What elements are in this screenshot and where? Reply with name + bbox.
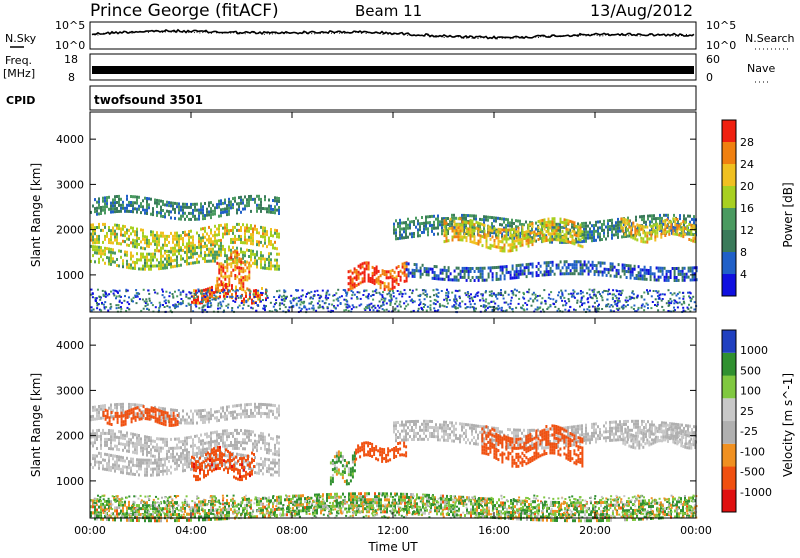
x-tick-label: 04:00	[175, 524, 207, 537]
colorbar-swatch	[722, 164, 736, 186]
x-tick-label: 12:00	[377, 524, 409, 537]
colorbar-swatch	[722, 230, 736, 252]
colorbar-swatch	[722, 208, 736, 230]
noise-left-tick-top: 10^5	[55, 19, 85, 32]
colorbar-swatch	[722, 467, 736, 490]
colorbar-tick-label: 8	[740, 246, 747, 259]
x-tick-label: 00:00	[680, 524, 712, 537]
power-ylabel: Slant Range [km]	[29, 163, 43, 267]
freq-label-line1: Freq.	[5, 54, 32, 67]
noise-search-line	[92, 31, 694, 39]
colorbar-swatch	[722, 274, 736, 296]
colorbar-tick-label: 12	[740, 224, 754, 237]
colorbar-tick-label: 16	[740, 202, 754, 215]
colorbar-swatch	[722, 186, 736, 208]
x-tick-label: 00:00	[74, 524, 106, 537]
y-tick-label: 1000	[56, 475, 84, 488]
noise-left-label: N.Sky	[5, 32, 37, 45]
x-tick-label: 08:00	[276, 524, 308, 537]
velocity-colorbar-label: Velocity [m s^-1]	[781, 373, 795, 477]
x-tick-label: 16:00	[478, 524, 510, 537]
y-tick-label: 1000	[56, 269, 84, 282]
y-tick-label: 2000	[56, 430, 84, 443]
colorbar-tick-label: -1000	[740, 486, 772, 499]
velocity-heatmap-panel: 1000 2000 3000 4000 00:00 04:00 08:00 12:00 16:0…	[56, 318, 712, 537]
colorbar-tick-label: 25	[740, 405, 754, 418]
colorbar-swatch	[722, 353, 736, 376]
freq-label-line2: [MHz]	[3, 67, 35, 80]
nave-label: Nave	[747, 62, 775, 75]
noise-left-tick-bottom: 10^0	[55, 39, 85, 52]
power-colorbar: 28 24 20 16 12 8 4	[722, 120, 754, 296]
velocity-plot-area	[90, 318, 696, 518]
freq-data-band	[92, 66, 694, 74]
cpid-label: CPID	[6, 94, 35, 107]
y-tick-label: 3000	[56, 178, 84, 191]
date-title: 13/Aug/2012	[590, 1, 693, 20]
colorbar-tick-label: 28	[740, 136, 754, 149]
colorbar-tick-label: -100	[740, 445, 765, 458]
colorbar-tick-label: -25	[740, 425, 758, 438]
beam-title: Beam 11	[355, 2, 422, 20]
colorbar-tick-label: 1000	[740, 344, 768, 357]
colorbar-swatch	[722, 252, 736, 274]
freq-right-tick-top: 60	[706, 53, 720, 66]
colorbar-swatch	[722, 330, 736, 353]
y-tick-label: 3000	[56, 384, 84, 397]
velocity-ylabel: Slant Range [km]	[29, 373, 43, 477]
y-tick-label: 2000	[56, 224, 84, 237]
time-xlabel: Time UT	[367, 540, 418, 554]
noise-right-label: N.Search	[745, 32, 795, 45]
velocity-colorbar: 1000 500 100 25 -25 -100 -500 -1000	[722, 330, 772, 512]
colorbar-swatch	[722, 421, 736, 444]
colorbar-tick-label: 500	[740, 364, 761, 377]
noise-right-tick-bottom: 10^0	[706, 39, 736, 52]
colorbar-swatch	[722, 444, 736, 467]
power-colorbar-label: Power [dB]	[781, 182, 795, 247]
freq-right-tick-bottom: 0	[706, 71, 713, 84]
colorbar-tick-label: 20	[740, 180, 754, 193]
colorbar-tick-label: -500	[740, 466, 765, 479]
y-tick-label: 4000	[56, 339, 84, 352]
noise-panel-frame	[90, 22, 696, 49]
colorbar-tick-label: 100	[740, 385, 761, 398]
colorbar-swatch	[722, 120, 736, 142]
freq-left-tick-top: 18	[64, 53, 78, 66]
power-heatmap-panel: 1000 2000 3000 4000	[56, 112, 698, 313]
cpid-program: twofsound 3501	[94, 93, 203, 107]
colorbar-swatch	[722, 142, 736, 164]
colorbar-swatch	[722, 376, 736, 399]
y-tick-label: 4000	[56, 133, 84, 146]
noise-sky-line	[92, 30, 694, 39]
x-tick-label: 20:00	[579, 524, 611, 537]
freq-left-tick-bottom: 8	[68, 71, 75, 84]
noise-right-tick-top: 10^5	[706, 19, 736, 32]
colorbar-tick-label: 24	[740, 158, 754, 171]
colorbar-tick-label: 4	[740, 268, 747, 281]
colorbar-swatch	[722, 398, 736, 421]
station-title: Prince George (fitACF)	[90, 1, 279, 21]
colorbar-swatch	[722, 489, 736, 512]
